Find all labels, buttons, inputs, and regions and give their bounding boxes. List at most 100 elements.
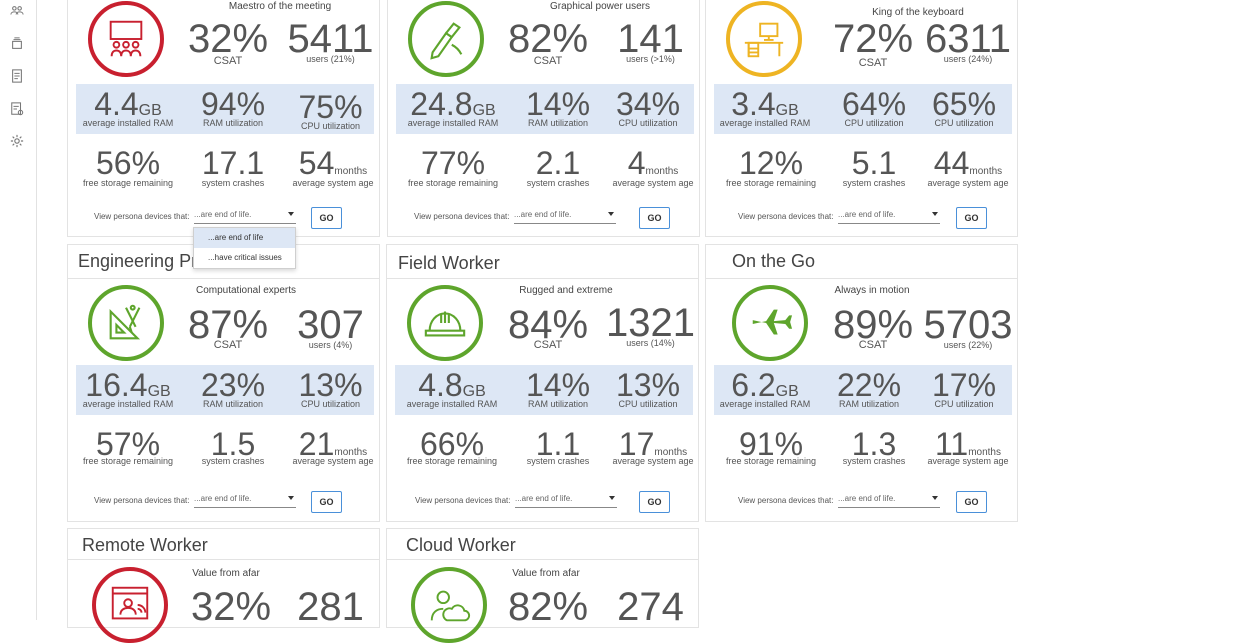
crashes-value: 5.1 [851,145,897,181]
card-title: Remote Worker [82,535,208,555]
users-value: 1321 [606,301,695,345]
crashes-label: system crashes [842,178,906,188]
persona-card: Graphical power users 82% CSAT 141 users… [387,0,700,237]
card-title: Cloud Worker [406,535,516,555]
ram-label: average installed RAM [407,118,499,128]
dropdown-option-critical-issues[interactable]: ...have critical issues [208,253,282,262]
device-filter-select[interactable]: ...are end of life. [838,494,940,508]
crashes-label: system crashes [526,178,590,188]
users-label: users (>1%) [626,54,675,64]
ram-util-value: 94% [200,86,266,122]
view-devices-label: View persona devices that: [738,212,834,221]
card-subtitle: Rugged and extreme [519,285,613,296]
persona-icon-circle [88,285,164,361]
persona-icon-circle [408,1,484,77]
age-value: 11months [934,426,1001,462]
ram-label: average installed RAM [719,118,811,128]
cloud-user-icon [430,590,471,622]
ram-value: 3.4GB [731,86,799,122]
meeting-icon [109,20,143,57]
hardware-band [76,84,374,134]
crashes-label: system crashes [201,456,265,466]
csat-label: CSAT [858,339,888,351]
hardware-band [76,365,374,415]
card-subtitle: Value from afar [192,568,260,579]
device-filter-select[interactable]: ...are end of life. [514,210,616,224]
persona-icon-circle [88,1,164,77]
view-devices-label: View persona devices that: [94,496,190,505]
crashes-value: 1.1 [535,426,581,462]
device-filter-select[interactable]: ...are end of life. [515,494,617,508]
cpu-util-value: 13% [298,367,363,403]
dropdown-option-end-of-life[interactable]: ...are end of life [194,228,295,248]
go-button[interactable]: GO [311,207,342,229]
csat-value: 32% [187,17,269,61]
cpu-util-label: CPU utilization [934,399,994,409]
ram-util-label: RAM utilization [202,399,264,409]
csat-value: 72% [832,17,914,61]
ram-util-value: 23% [200,367,266,403]
view-devices-label: View persona devices that: [738,496,834,505]
users-value: 274 [617,585,684,629]
airplane-icon [752,309,793,335]
cpu-util-label: CPU utilization [300,399,361,409]
persona-icon-circle [726,1,802,77]
card-title: On the Go [732,251,816,271]
hardware-band [395,365,693,415]
device-filter-select[interactable]: ...are end of life. [194,494,296,508]
cpu-util-value: 65% [931,86,997,122]
go-button[interactable]: GO [311,491,342,513]
ram-util-value: 14% [525,367,591,403]
storage-value: 57% [95,426,161,462]
age-value: 54months [298,145,368,181]
chevron-down-icon [288,496,294,500]
chevron-down-icon [609,496,615,500]
csat-label: CSAT [213,55,243,67]
storage-label: free storage remaining [82,178,174,188]
users-label: users (21%) [306,54,355,64]
persona-icon-circle [92,567,168,643]
storage-label: free storage remaining [725,456,817,466]
layers-icon[interactable] [10,37,24,51]
storage-label: free storage remaining [406,456,498,466]
csat-value: 32% [190,585,272,629]
device-filter-select[interactable]: ...are end of life. [838,210,940,224]
go-button[interactable]: GO [639,207,670,229]
ram-value: 6.2GB [731,367,799,403]
storage-label: free storage remaining [407,178,499,188]
csat-label: CSAT [858,57,888,69]
users-icon[interactable] [10,4,24,18]
ram-label: average installed RAM [406,399,498,409]
age-label: average system age [927,178,1009,188]
title-divider [387,278,698,279]
age-label: average system age [612,178,694,188]
device-filter-select[interactable]: ...are end of life. [194,210,296,224]
age-label: average system age [292,178,374,188]
device-filter-dropdown: ...are end of life ...have critical issu… [193,227,296,269]
go-button[interactable]: GO [639,491,670,513]
chevron-down-icon [932,212,938,216]
crashes-value: 1.3 [851,426,897,462]
crashes-label: system crashes [526,456,590,466]
title-divider [68,559,379,560]
report-icon[interactable] [10,102,24,116]
view-devices-label: View persona devices that: [94,212,190,221]
persona-card: Remote Worker Value from afar 32% 281 [67,528,380,643]
ram-value: 16.4GB [85,367,171,403]
csat-label: CSAT [213,339,243,351]
csat-value: 89% [832,303,914,347]
hardware-band [396,84,694,134]
chevron-down-icon [288,212,294,216]
persona-card: King of the keyboard 72% CSAT 6311 users… [705,0,1018,237]
ram-value: 4.4GB [94,86,162,122]
crashes-value: 2.1 [535,145,581,181]
drafting-icon [109,304,141,340]
document-icon[interactable] [10,69,24,83]
card-subtitle: Value from afar [512,568,580,579]
pen-icon [430,22,463,60]
go-button[interactable]: GO [956,207,987,229]
ram-value: 4.8GB [418,367,486,403]
chevron-down-icon [608,212,614,216]
go-button[interactable]: GO [956,491,987,513]
gear-icon[interactable] [10,134,24,148]
